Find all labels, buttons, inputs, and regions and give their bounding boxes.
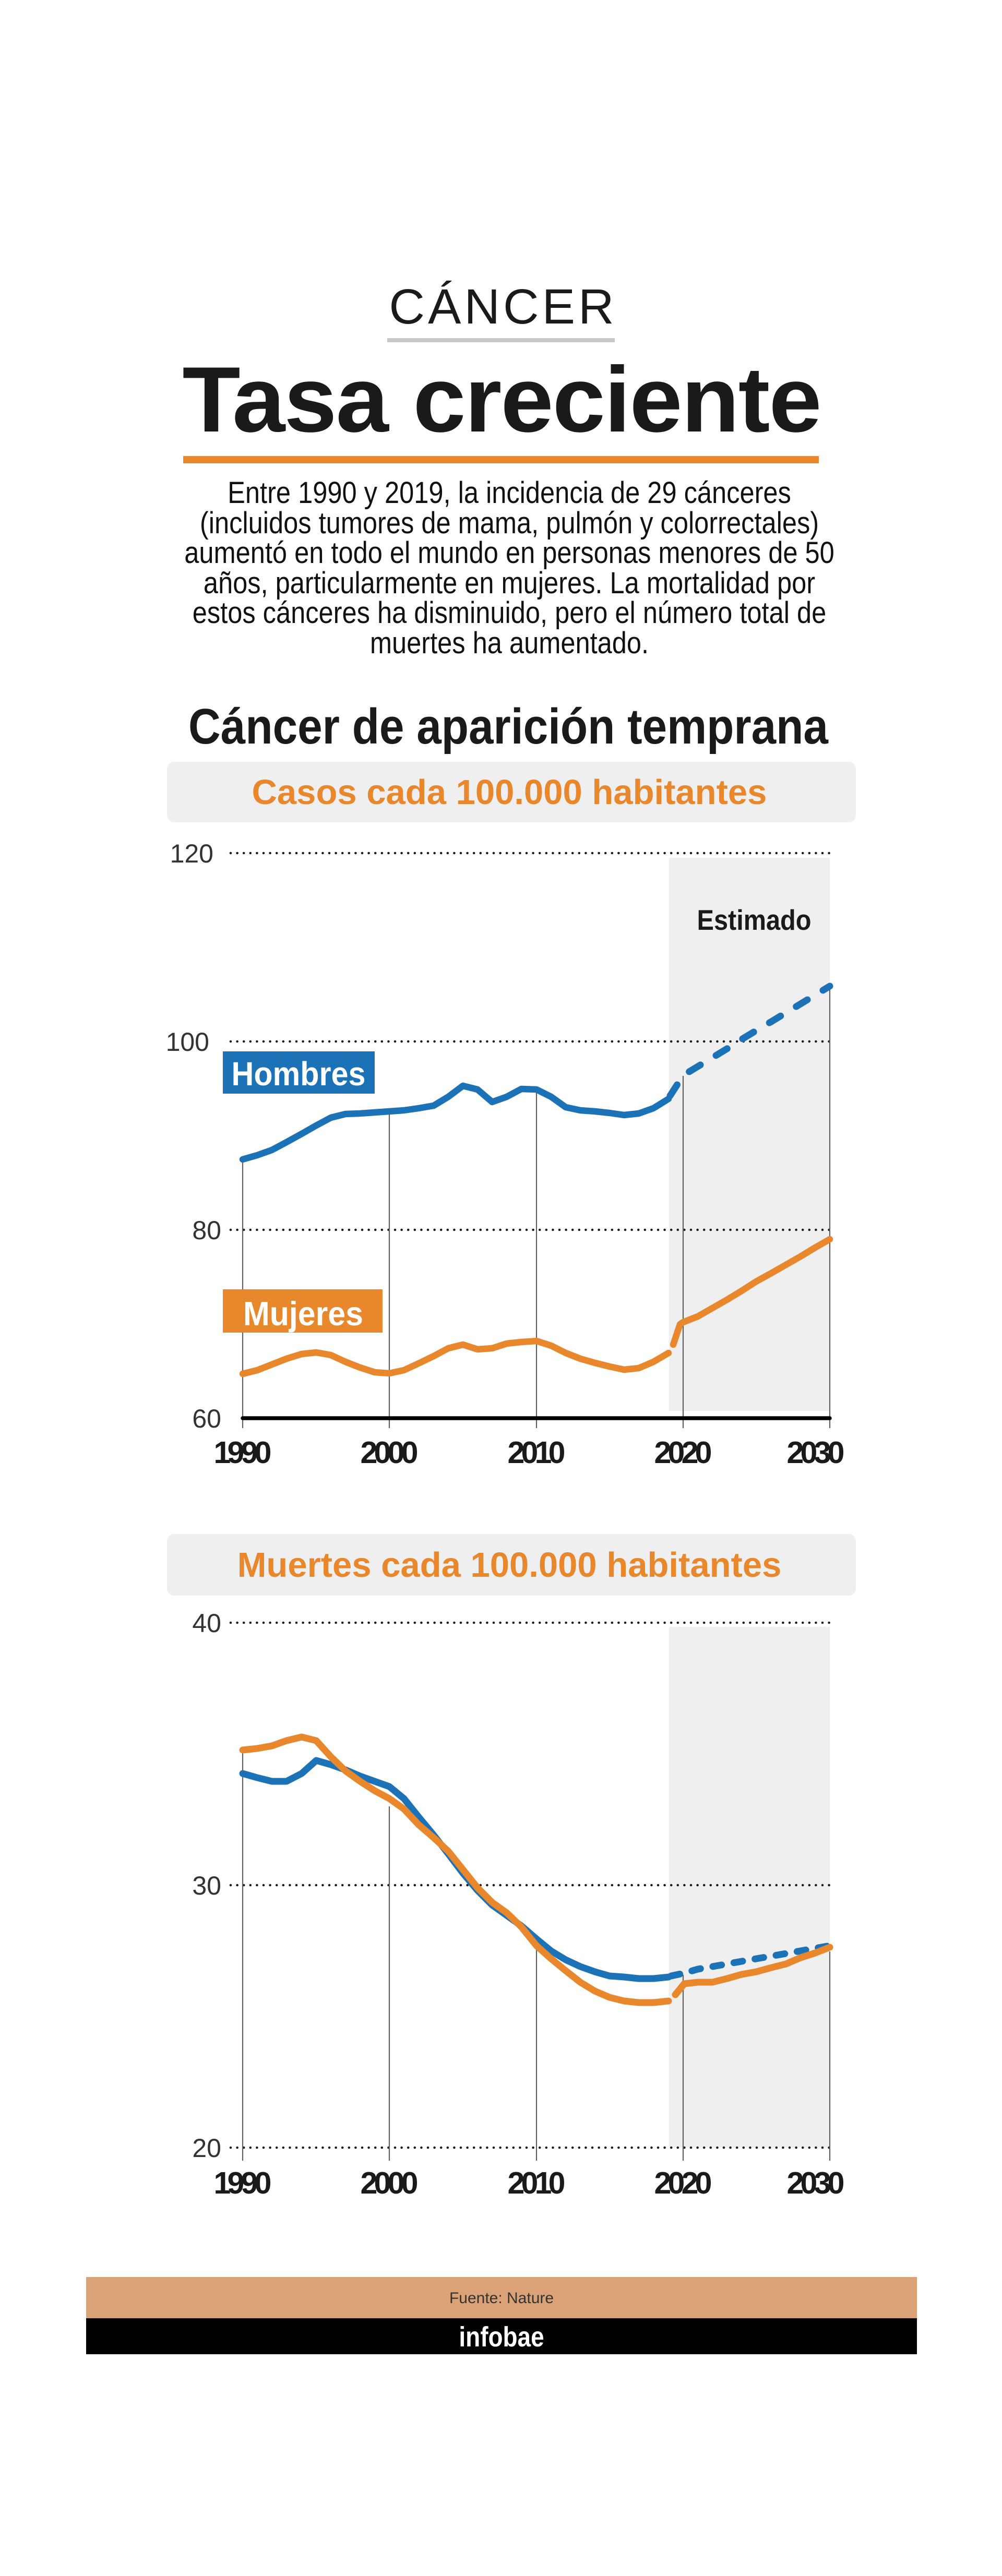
svg-text:2010: 2010 — [508, 1435, 566, 1470]
svg-text:2030: 2030 — [787, 2166, 845, 2200]
svg-text:2010: 2010 — [508, 2166, 566, 2200]
svg-text:Hombres: Hombres — [232, 1055, 366, 1093]
svg-text:60: 60 — [192, 1404, 221, 1433]
svg-text:80: 80 — [192, 1216, 221, 1245]
svg-text:30: 30 — [192, 1871, 221, 1900]
svg-text:100: 100 — [166, 1027, 209, 1057]
svg-text:1990: 1990 — [214, 2166, 272, 2200]
svg-text:2000: 2000 — [361, 1435, 419, 1470]
svg-text:40: 40 — [192, 1609, 221, 1638]
svg-text:Estimado: Estimado — [697, 904, 812, 936]
svg-text:2020: 2020 — [654, 2166, 712, 2200]
svg-text:20: 20 — [192, 2134, 221, 2163]
svg-text:Mujeres: Mujeres — [243, 1295, 363, 1333]
svg-text:2000: 2000 — [361, 2166, 419, 2200]
svg-text:2030: 2030 — [787, 1435, 845, 1470]
svg-text:120: 120 — [170, 839, 213, 868]
svg-text:1990: 1990 — [214, 1435, 272, 1470]
svg-text:2020: 2020 — [654, 1435, 712, 1470]
